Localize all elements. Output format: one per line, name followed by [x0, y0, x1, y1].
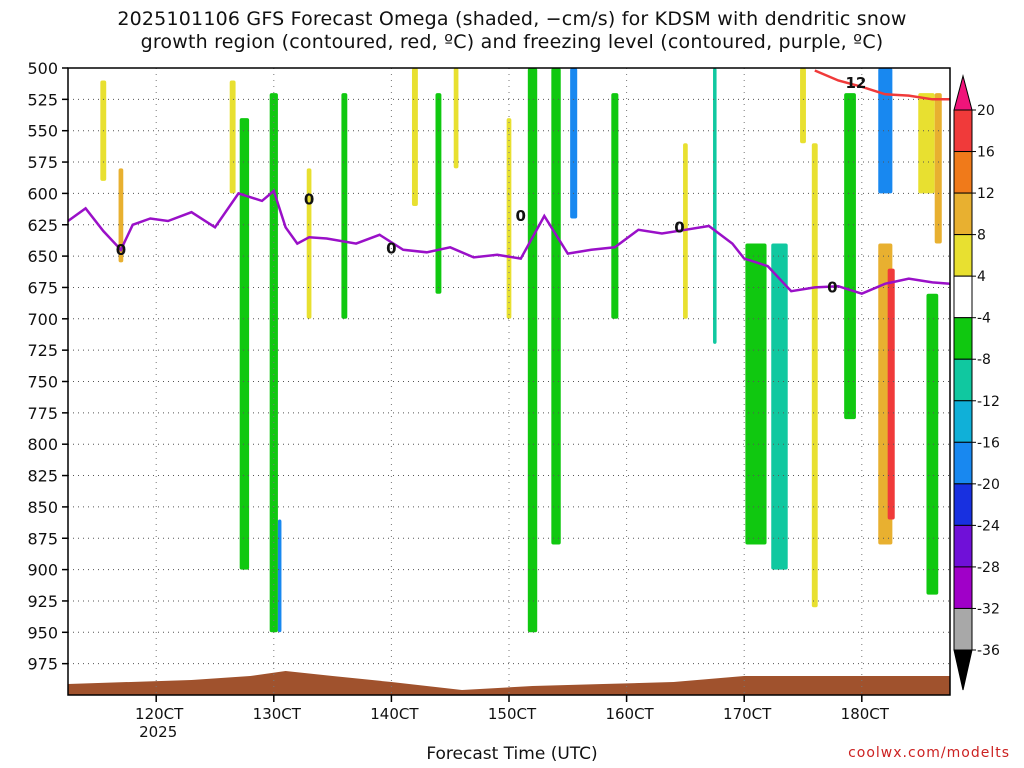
omega-shading [611, 93, 619, 319]
colorbar-label: -28 [977, 560, 1000, 576]
omega-shading [713, 68, 717, 344]
x-tick-label: 150CT [488, 705, 537, 723]
omega-shading [551, 68, 561, 545]
colorbar-label: -16 [977, 435, 1000, 451]
colorbar-box [953, 109, 973, 153]
y-tick-label: 600 [27, 184, 58, 203]
dgz-contour-label: 12 [845, 74, 866, 92]
omega-shading [771, 243, 788, 570]
y-tick-label: 800 [27, 435, 58, 454]
colorbar-label: -32 [977, 601, 1000, 617]
omega-shading [341, 93, 348, 319]
x-axis-title: Forecast Time (UTC) [426, 744, 598, 764]
y-tick-label: 675 [27, 278, 58, 297]
y-tick-label: 575 [27, 153, 58, 172]
omega-shading [918, 93, 935, 194]
colorbar-box [953, 483, 973, 526]
colorbar-box [953, 192, 973, 236]
y-tick-label: 700 [27, 310, 58, 329]
y-tick-label: 550 [27, 122, 58, 141]
colorbar-box [953, 275, 973, 319]
omega-shading [239, 118, 250, 570]
colorbar-label: 16 [977, 145, 995, 161]
omega-shading [118, 168, 124, 263]
x-tick-label: 140CT [370, 705, 419, 723]
colorbar-box [953, 607, 973, 651]
freezing-level-label: 0 [516, 207, 526, 225]
chart-subtitle: growth region (contoured, red, ºC) and f… [140, 31, 884, 53]
colorbar-label: 8 [977, 228, 986, 244]
y-tick-label: 875 [27, 529, 58, 548]
x-tick-label: 160CT [605, 705, 654, 723]
omega-shading [934, 93, 942, 244]
colorbar-box [953, 524, 973, 568]
y-tick-label: 625 [27, 216, 58, 235]
chart-title: 2025101106 GFS Forecast Omega (shaded, −… [117, 8, 907, 30]
omega-shading [878, 68, 893, 194]
colorbar-label: 12 [977, 186, 995, 202]
colorbar-box [953, 400, 973, 443]
y-tick-label: 925 [27, 592, 58, 611]
colorbar-box [953, 566, 973, 609]
x-tick-label: 130CT [253, 705, 302, 723]
freezing-level-label: 0 [674, 218, 684, 236]
freezing-level-line [67, 188, 951, 296]
colorbar-label: 20 [977, 103, 995, 119]
y-tick-label: 950 [27, 623, 58, 642]
y-tick-label: 900 [27, 561, 58, 580]
omega-shading [745, 243, 767, 545]
freezing-level-label: 0 [827, 278, 837, 296]
y-tick-label: 525 [27, 90, 58, 109]
y-tick-label: 725 [27, 341, 58, 360]
colorbar-label: -20 [977, 477, 1000, 493]
terrain-surface [68, 671, 950, 695]
omega-shading [887, 268, 895, 520]
x-tick-label: 180CT [841, 705, 890, 723]
y-tick-label: 500 [27, 59, 58, 78]
omega-shading [570, 68, 578, 219]
y-tick-label: 750 [27, 373, 58, 392]
omega-shading [800, 68, 806, 144]
credit-text: coolwx.com/modelts [848, 745, 1010, 761]
omega-shading [306, 168, 312, 319]
y-tick-label: 775 [27, 404, 58, 423]
y-tick-label: 650 [27, 247, 58, 266]
colorbar-label: -4 [977, 311, 991, 327]
omega-shading [411, 68, 418, 206]
colorbar-top-triangle [953, 74, 973, 111]
omega-shading [811, 143, 818, 608]
y-tick-label: 850 [27, 498, 58, 517]
dgz-contour-line [814, 69, 950, 101]
y-tick-label: 975 [27, 655, 58, 674]
omega-shading [926, 293, 939, 595]
omega-shading [453, 68, 459, 169]
colorbar-label: -36 [977, 643, 1000, 659]
colorbar-label: -24 [977, 518, 1000, 534]
colorbar-box [953, 151, 973, 194]
colorbar-bottom-triangle [953, 649, 973, 691]
colorbar-box [953, 358, 973, 402]
freezing-level-label: 0 [386, 240, 396, 258]
omega-shading [527, 68, 538, 633]
omega-shading [844, 93, 856, 420]
y-tick-label: 825 [27, 467, 58, 486]
omega-shading [277, 519, 282, 633]
x-tick-year-label: 2025 [139, 723, 177, 741]
freezing-level-label: 0 [304, 191, 314, 209]
omega-shading [229, 80, 236, 194]
x-tick-label: 170CT [723, 705, 772, 723]
colorbar-label: 4 [977, 269, 986, 285]
colorbar-label: -12 [977, 394, 1000, 410]
x-tick-label: 120CT [135, 705, 184, 723]
colorbar-box [953, 234, 973, 277]
colorbar-box [953, 441, 973, 485]
freezing-level-label: 0 [116, 241, 126, 259]
colorbar-label: -8 [977, 352, 991, 368]
colorbar-box [953, 317, 973, 360]
